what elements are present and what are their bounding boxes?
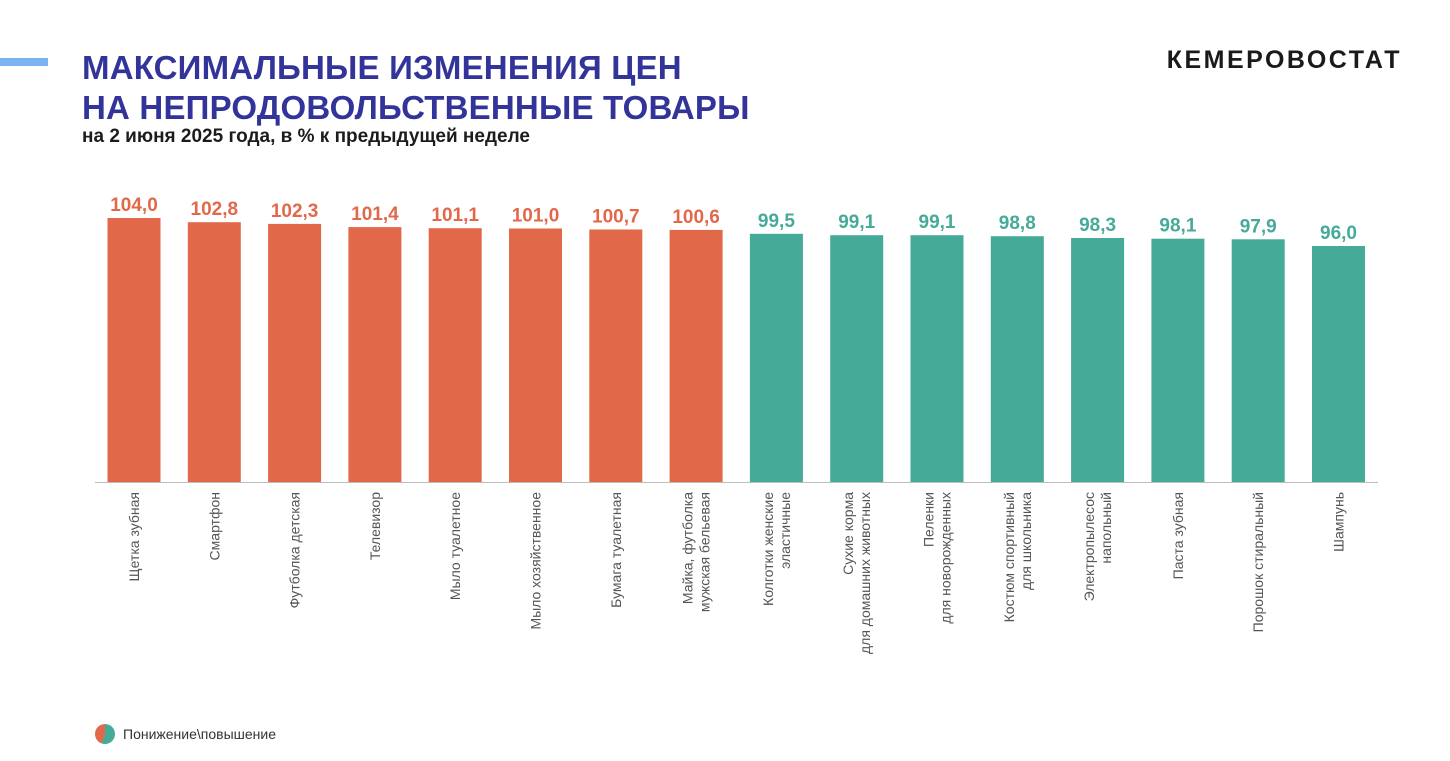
category-label-line: Телевизор — [367, 492, 383, 560]
category-label-line: Футболка детская — [287, 492, 303, 608]
category-label: Смартфон — [206, 492, 222, 560]
category-label-line: Майка, футболка — [680, 492, 696, 604]
bar-value-label: 102,3 — [271, 201, 319, 222]
category-label: Колготки женские эластичные — [760, 492, 793, 606]
category-label: Щетка зубная — [126, 492, 142, 582]
bar — [1231, 239, 1285, 482]
category-label: Паста зубная — [1170, 492, 1186, 579]
bar — [1071, 238, 1125, 482]
category-label: Костюм спортивный для школьника — [1001, 492, 1034, 623]
bar-value-label: 99,5 — [758, 211, 795, 232]
category-label-line: Бумага туалетная — [608, 492, 624, 608]
category-label-line: Паста зубная — [1170, 492, 1186, 579]
page-subtitle: на 2 июня 2025 года, в % к предыдущей не… — [82, 126, 530, 147]
bar-value-label: 100,7 — [592, 207, 640, 228]
category-label-line: Щетка зубная — [126, 492, 142, 582]
bar-value-label: 101,1 — [431, 205, 479, 226]
category-label-line: для школьника — [1018, 492, 1034, 590]
bar — [749, 233, 803, 483]
legend-pie-icon — [95, 724, 115, 744]
brand-logo: КЕМЕРОВОСТАТ — [1166, 46, 1402, 74]
bar-value-label: 102,8 — [191, 199, 239, 220]
category-label: Электропылесос напольный — [1081, 492, 1114, 601]
category-label-line: Костюм спортивный — [1001, 492, 1017, 622]
bar-value-label: 98,3 — [1079, 215, 1116, 236]
category-label-line: Мыло хозяйственное — [528, 492, 544, 630]
bar-value-label: 98,8 — [999, 213, 1036, 234]
page-title: МАКСИМАЛЬНЫЕ ИЗМЕНЕНИЯ ЦЕН НА НЕПРОДОВОЛ… — [82, 48, 750, 128]
category-label-line: Шампунь — [1331, 492, 1347, 552]
bar — [187, 222, 241, 482]
category-label: Майка, футболка мужская бельевая — [680, 492, 713, 612]
legend: Понижение\повышение — [95, 724, 276, 744]
accent-line — [0, 58, 48, 66]
category-label: Пеленки для новорожденных — [921, 492, 954, 624]
category-label: Шампунь — [1331, 492, 1347, 552]
category-label-line: эластичные — [777, 492, 793, 569]
category-label-line: Колготки женские — [760, 492, 776, 606]
bar-value-label: 101,0 — [512, 206, 560, 227]
bar-value-label: 96,0 — [1320, 223, 1357, 244]
category-label-line: для домашних животных — [857, 492, 873, 654]
category-label: Мыло хозяйственное — [528, 492, 544, 630]
category-label-line: Смартфон — [206, 492, 222, 560]
bar-value-label: 104,0 — [110, 195, 158, 216]
bar — [990, 236, 1044, 482]
category-label: Футболка детская — [287, 492, 303, 608]
bar-value-label: 101,4 — [351, 204, 399, 225]
category-label-line: мужская бельевая — [697, 492, 713, 612]
bar — [910, 235, 964, 482]
bar — [669, 229, 723, 482]
category-label-line: напольный — [1098, 492, 1114, 564]
category-label-line: для новорожденных — [938, 492, 954, 624]
category-label-line: Порошок стиральный — [1250, 492, 1266, 632]
category-label: Мыло туалетное — [447, 492, 463, 600]
bar-value-label: 100,6 — [672, 207, 720, 228]
category-label-line: Электропылесос — [1081, 492, 1097, 601]
bar — [107, 218, 161, 482]
legend-label: Понижение\повышение — [123, 726, 277, 742]
bar — [1312, 246, 1365, 482]
category-label-line: Сухие корма — [840, 492, 856, 575]
category-label: Сухие корма для домашних животных — [840, 492, 873, 654]
bar — [509, 228, 562, 482]
bar-value-label: 98,1 — [1159, 216, 1196, 237]
bar-value-label: 97,9 — [1240, 216, 1277, 237]
bar — [348, 227, 402, 482]
bar-value-label: 99,1 — [919, 212, 956, 233]
category-label-line: Пеленки — [921, 492, 937, 547]
bar — [589, 229, 643, 482]
title-line-1: МАКСИМАЛЬНЫЕ ИЗМЕНЕНИЯ ЦЕН — [82, 49, 682, 86]
bar — [830, 235, 884, 482]
category-label: Бумага туалетная — [608, 492, 624, 608]
category-label-line: Мыло туалетное — [447, 492, 463, 600]
bar — [428, 228, 482, 482]
bar-value-label: 99,1 — [838, 212, 875, 233]
bar — [1151, 238, 1205, 482]
title-line-2: НА НЕПРОДОВОЛЬСТВЕННЫЕ ТОВАРЫ — [82, 89, 750, 126]
category-label: Телевизор — [367, 492, 383, 560]
category-label: Порошок стиральный — [1250, 492, 1266, 632]
bar — [268, 223, 322, 482]
